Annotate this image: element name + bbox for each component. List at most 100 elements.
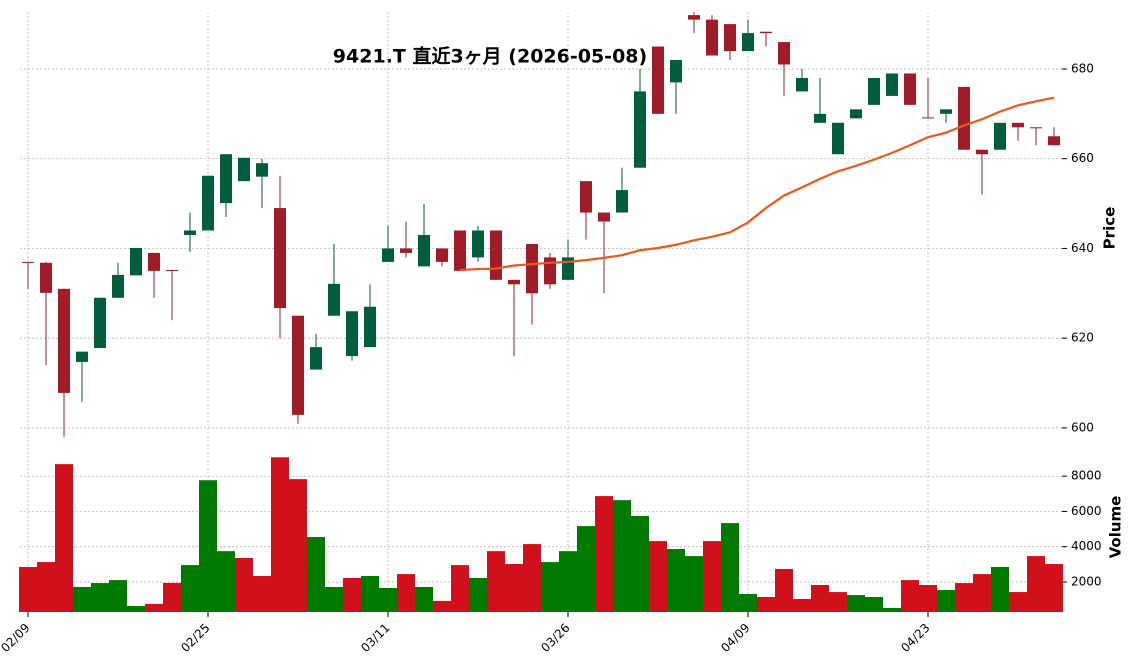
- candle-body: [976, 149, 988, 155]
- volume-bar: [397, 574, 415, 612]
- volume-bar: [1009, 592, 1027, 612]
- candle-body: [1030, 127, 1042, 129]
- candle-body: [364, 306, 376, 348]
- volume-bar: [721, 523, 739, 612]
- volume-bar: [883, 607, 901, 612]
- candle-body: [454, 230, 466, 271]
- price-axis-label: Price: [1101, 207, 1119, 250]
- volume-bar: [343, 577, 361, 612]
- candle-body: [256, 163, 268, 177]
- volume-bar: [253, 576, 271, 612]
- candle-body: [130, 247, 142, 276]
- volume-bar: [775, 568, 793, 612]
- volume-bar: [199, 480, 217, 612]
- volume-bar: [595, 496, 613, 612]
- candle-body: [922, 117, 934, 119]
- y-tick-label: 600: [1071, 420, 1094, 434]
- volume-bar: [667, 549, 685, 612]
- volume-bar: [829, 592, 847, 612]
- candle-body: [346, 311, 358, 357]
- candle-body: [526, 243, 538, 294]
- candle-body: [724, 24, 736, 52]
- volume-bar: [163, 582, 181, 612]
- candle-body: [742, 33, 754, 52]
- candle-body: [940, 109, 952, 114]
- volume-bar: [55, 464, 73, 612]
- volume-bar: [73, 586, 91, 612]
- volume-bar: [307, 537, 325, 612]
- x-tick-label: 04/09: [718, 621, 752, 655]
- volume-bar: [685, 556, 703, 612]
- candle-body: [904, 73, 916, 105]
- candle-body: [238, 157, 250, 182]
- volume-bar: [577, 526, 595, 612]
- x-tick-label: 02/09: [0, 621, 33, 655]
- candle-body: [22, 261, 34, 263]
- candle-body: [958, 86, 970, 150]
- candle-body: [94, 297, 106, 349]
- volume-bar: [973, 574, 991, 612]
- volume-bar: [901, 580, 919, 612]
- candle-body: [40, 262, 52, 293]
- candle-body: [328, 283, 340, 316]
- volume-bar: [91, 583, 109, 612]
- volume-bar: [613, 500, 631, 612]
- candle-body: [634, 91, 646, 168]
- volume-bar: [865, 597, 883, 612]
- volume-bar: [37, 562, 55, 612]
- volume-bar: [487, 551, 505, 612]
- volume-bar: [1027, 556, 1045, 612]
- candle-body: [868, 77, 880, 105]
- candle-body: [814, 113, 826, 123]
- volume-bar: [847, 595, 865, 612]
- candle-body: [886, 73, 898, 96]
- volume-bar: [703, 541, 721, 612]
- x-tick-label: 04/23: [898, 621, 932, 655]
- volume-bar: [937, 589, 955, 612]
- candle-body: [292, 315, 304, 415]
- volume-bar: [433, 600, 451, 612]
- volume-bar: [991, 567, 1009, 612]
- volume-bar: [559, 551, 577, 612]
- y-tick-label: 640: [1071, 241, 1094, 255]
- candle-body: [580, 181, 592, 213]
- y-tick-label: 8000: [1071, 469, 1102, 483]
- candle-body: [1048, 136, 1060, 146]
- candle-body: [202, 175, 214, 231]
- candle-body: [508, 279, 520, 285]
- volume-bar: [469, 577, 487, 612]
- candle-body: [994, 122, 1006, 150]
- candle-body: [76, 351, 88, 362]
- candle-body: [670, 60, 682, 83]
- candle-body: [544, 257, 556, 285]
- candle-body: [112, 274, 124, 298]
- volume-bar: [19, 567, 37, 612]
- candle-body: [148, 252, 160, 271]
- candle-body: [472, 230, 484, 258]
- y-tick-label: 4000: [1071, 539, 1102, 553]
- candle-body: [382, 248, 394, 262]
- candle-body: [166, 269, 178, 271]
- candle-body: [760, 31, 772, 34]
- volume-bar: [145, 603, 163, 612]
- volume-bar: [523, 544, 541, 612]
- volume-bar: [757, 597, 775, 612]
- candle-body: [652, 46, 664, 114]
- candle-body: [310, 347, 322, 370]
- volume-bar: [415, 586, 433, 612]
- volume-bar: [109, 580, 127, 612]
- candle-body: [490, 230, 502, 280]
- volume-bar: [325, 586, 343, 612]
- y-tick-label: 680: [1071, 61, 1094, 75]
- candle-body: [796, 77, 808, 92]
- candle-body: [436, 248, 448, 262]
- candle-body: [778, 42, 790, 65]
- volume-bar: [739, 594, 757, 612]
- volume-bar: [793, 598, 811, 612]
- volume-bar: [361, 576, 379, 612]
- volume-bar: [217, 551, 235, 612]
- moving-average: [459, 96, 1055, 272]
- candle-body: [706, 19, 718, 56]
- volume-bar: [235, 558, 253, 612]
